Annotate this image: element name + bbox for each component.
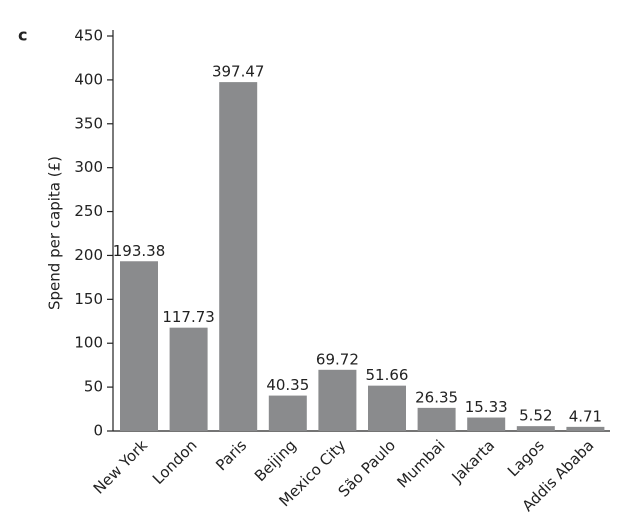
x-tick-label: Mumbai — [393, 436, 448, 491]
value-label: 51.66 — [366, 366, 409, 384]
x-tick-label: Jakarta — [448, 436, 499, 487]
y-tick-label: 300 — [74, 158, 103, 176]
bar — [169, 327, 208, 431]
bar — [368, 385, 406, 431]
panel-label: c — [18, 26, 27, 45]
bar — [318, 369, 357, 431]
value-label: 193.38 — [113, 242, 166, 260]
y-tick-label: 200 — [74, 246, 103, 264]
y-tick-label: 150 — [74, 290, 103, 308]
value-label: 15.33 — [465, 398, 508, 416]
bar — [566, 426, 605, 431]
y-tick-label: 350 — [74, 114, 103, 132]
bar — [467, 417, 506, 431]
bar — [120, 261, 158, 431]
x-tick-label: Beijing — [251, 436, 300, 485]
value-label: 26.35 — [415, 388, 458, 406]
y-axis-title: Spend per capita (£) — [46, 156, 64, 310]
value-label: 40.35 — [266, 376, 309, 394]
bar — [516, 426, 555, 431]
value-label: 4.71 — [569, 407, 602, 425]
bar — [268, 395, 307, 431]
x-tick-label: London — [149, 436, 201, 488]
value-label: 117.73 — [162, 308, 215, 326]
x-tick-label: New York — [90, 436, 152, 498]
y-tick-label: 0 — [93, 422, 103, 440]
value-label: 69.72 — [316, 350, 359, 368]
bar — [417, 407, 456, 431]
value-label: 397.47 — [212, 63, 265, 81]
x-tick-label: Paris — [212, 436, 250, 474]
y-tick-label: 450 — [74, 27, 103, 45]
x-tick-label: Lagos — [504, 436, 548, 480]
y-tick-label: 250 — [74, 202, 103, 220]
y-tick-label: 50 — [84, 378, 103, 396]
value-label: 5.52 — [519, 407, 552, 425]
bar — [219, 82, 258, 431]
y-tick-label: 100 — [74, 334, 103, 352]
y-tick-label: 400 — [74, 70, 103, 88]
